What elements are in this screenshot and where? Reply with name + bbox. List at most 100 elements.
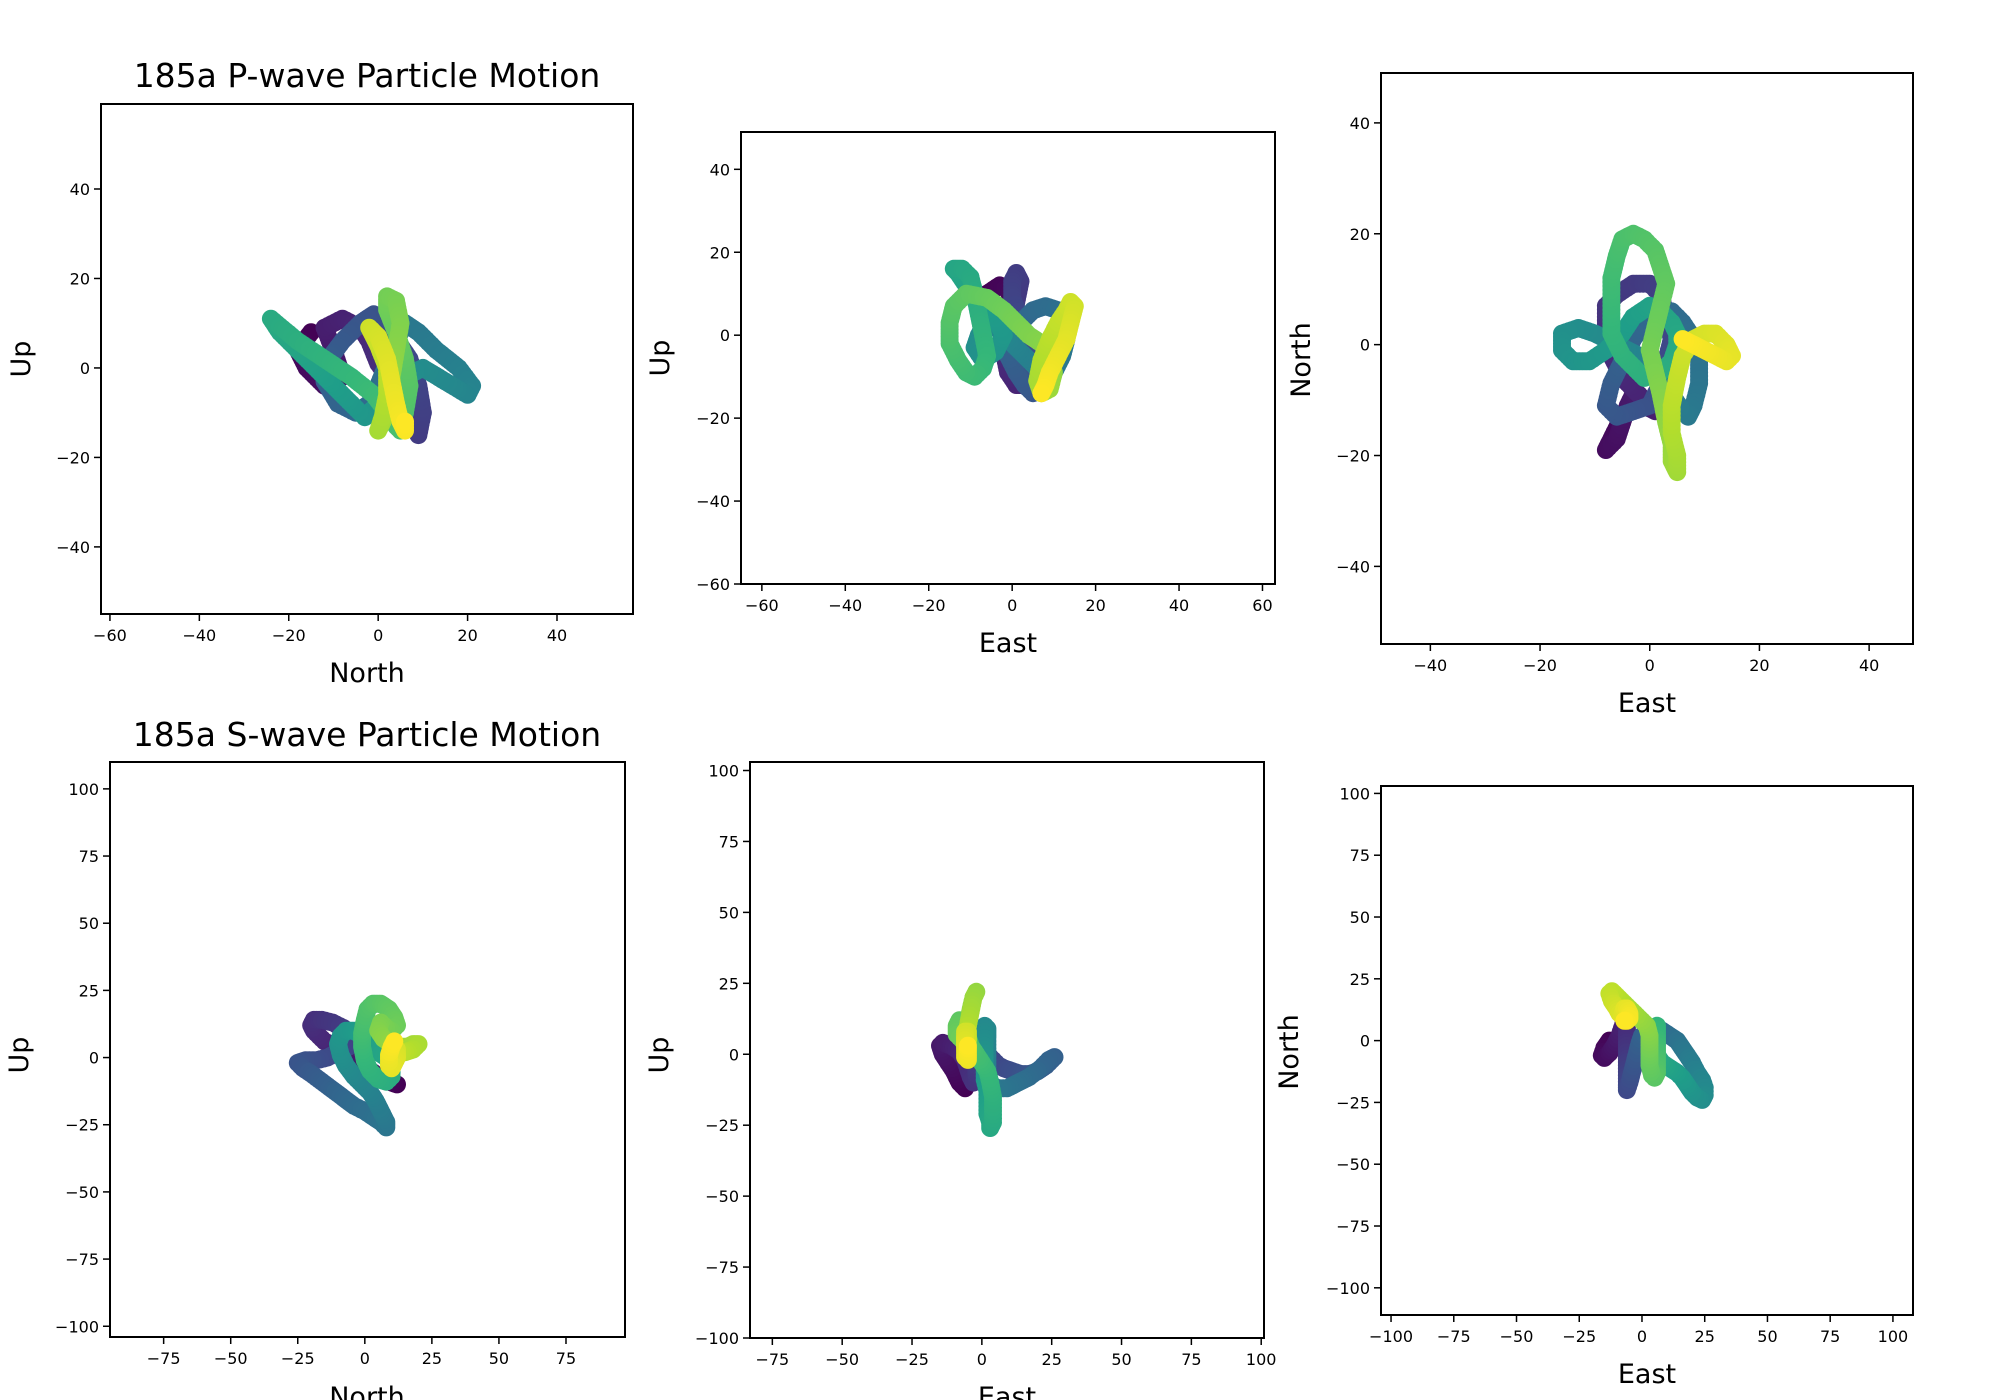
- y-tick-label: −75: [1336, 1217, 1370, 1236]
- x-axis-label: East: [979, 628, 1037, 659]
- x-tick-label: 100: [1246, 1350, 1277, 1369]
- y-tick-label: 25: [1350, 970, 1370, 989]
- points-layer: [1553, 224, 1741, 482]
- x-tick-label: −20: [272, 626, 306, 645]
- x-tick-label: 25: [422, 1349, 442, 1368]
- y-tick-label: 75: [719, 832, 739, 851]
- x-tick-label: 0: [1645, 656, 1655, 675]
- x-tick-label: 75: [1181, 1350, 1201, 1369]
- x-tick-label: −25: [1562, 1327, 1596, 1346]
- plot-frame: [1380, 72, 1914, 645]
- y-tick-label: −20: [1336, 447, 1370, 466]
- y-tick-label: 25: [79, 981, 99, 1000]
- axis-ticks: −60 −40 −20 0 20 40 −40 −20 0 20 40: [56, 180, 567, 645]
- x-tick-label: 0: [977, 1350, 987, 1369]
- x-tick-label: −75: [1437, 1327, 1471, 1346]
- x-tick-label: −20: [912, 596, 946, 615]
- x-tick-label: 40: [1859, 656, 1879, 675]
- y-tick-label: 0: [720, 326, 730, 345]
- axis-ticks: −75 −50 −25 0 25 50 75 −100 −75 −50 −25 0 25 50 75 100: [55, 780, 576, 1368]
- y-tick-label: 40: [710, 160, 730, 179]
- particle-point: [385, 1032, 404, 1051]
- points-layer: [288, 994, 428, 1137]
- x-tick-label: −40: [182, 626, 216, 645]
- axis-ticks: −75 −50 −25 0 25 50 75 100 −100 −75 −50 −25 0 25 50 75 1…: [695, 762, 1276, 1369]
- points-layer: [261, 287, 482, 445]
- x-tick-label: 0: [1637, 1327, 1647, 1346]
- x-tick-label: 50: [1111, 1350, 1131, 1369]
- y-tick-label: −25: [1336, 1093, 1370, 1112]
- x-tick-label: −100: [1369, 1327, 1413, 1346]
- plot-frame: [749, 761, 1265, 1339]
- particle-point: [1615, 1011, 1634, 1030]
- axis-ticks: −100 −75 −50 −25 0 25 50 75 100 −100 −75 −50 −25 0 25 5…: [1326, 784, 1908, 1346]
- x-tick-label: −75: [755, 1350, 789, 1369]
- x-tick-label: 50: [1757, 1327, 1777, 1346]
- plot-frame: [100, 103, 634, 615]
- y-tick-label: −50: [1336, 1155, 1370, 1174]
- x-tick-label: 20: [1749, 656, 1769, 675]
- particle-point: [958, 1036, 977, 1055]
- x-tick-label: −50: [825, 1350, 859, 1369]
- y-axis-label: Up: [644, 1037, 675, 1074]
- x-tick-label: −75: [147, 1349, 181, 1368]
- y-tick-label: −75: [65, 1250, 99, 1269]
- y-tick-label: −25: [65, 1116, 99, 1135]
- y-tick-label: 0: [80, 359, 90, 378]
- y-tick-label: 75: [1350, 846, 1370, 865]
- panel-p-north-up: −60 −40 −20 0 20 40 −40 −20 0 20 40 185a P-wave Pa…: [6, 56, 634, 689]
- y-tick-label: −100: [1326, 1279, 1370, 1298]
- x-axis-label: East: [1618, 1359, 1676, 1390]
- x-tick-label: −60: [745, 596, 779, 615]
- y-tick-label: −25: [705, 1116, 739, 1135]
- points-layer: [931, 982, 1064, 1137]
- y-tick-label: 100: [708, 762, 739, 781]
- x-tick-label: 60: [1252, 596, 1272, 615]
- x-tick-label: 25: [1042, 1350, 1062, 1369]
- y-tick-label: −75: [705, 1258, 739, 1277]
- y-tick-label: −50: [705, 1187, 739, 1206]
- x-axis-label: East: [1618, 688, 1676, 719]
- panel-s-north-up: −75 −50 −25 0 25 50 75−100−75−50−250255075100 …: [4, 715, 626, 1400]
- x-tick-label: 40: [547, 626, 567, 645]
- y-tick-label: 100: [1339, 784, 1370, 803]
- panel-p-east-north: −40 −20 0 20 40 −40 −20 0 20 40 East North: [1286, 72, 1914, 719]
- y-tick-label: 25: [719, 974, 739, 993]
- y-tick-label: 0: [1360, 1032, 1370, 1051]
- panel-p-east-up: −60 −40 −20 0 20 40 60 −60 −40 −20 0 20 40 East Up: [645, 131, 1276, 659]
- axis-ticks: −40 −20 0 20 40 −40 −20 0 20 40: [1336, 114, 1879, 675]
- x-tick-label: 75: [1820, 1327, 1840, 1346]
- x-axis-label: East: [978, 1382, 1036, 1400]
- y-tick-label: −100: [55, 1317, 99, 1336]
- y-tick-label: 0: [89, 1049, 99, 1068]
- y-tick-label: −60: [696, 575, 730, 594]
- x-tick-label: 50: [489, 1349, 509, 1368]
- y-tick-label: 40: [1350, 114, 1370, 133]
- x-tick-label: 20: [1085, 596, 1105, 615]
- y-tick-label: 75: [79, 847, 99, 866]
- axis-ticks: −60 −40 −20 0 20 40 60 −60 −40 −20 0 20 40: [696, 160, 1272, 615]
- y-axis-label: Up: [645, 340, 676, 377]
- panel-title: 185a P-wave Particle Motion: [134, 56, 601, 95]
- y-tick-label: 20: [710, 243, 730, 262]
- x-tick-label: 0: [1007, 596, 1017, 615]
- plot-frame: [740, 131, 1276, 585]
- particle-point: [1032, 384, 1051, 403]
- y-tick-label: 20: [70, 269, 90, 288]
- x-tick-label: −25: [281, 1349, 315, 1368]
- x-tick-label: −20: [1523, 656, 1557, 675]
- x-tick-label: 25: [1695, 1327, 1715, 1346]
- y-tick-label: −20: [56, 448, 90, 467]
- y-axis-label: North: [1286, 322, 1317, 398]
- particle-point: [1673, 330, 1692, 349]
- plot-frame: [1380, 785, 1914, 1316]
- y-tick-label: −40: [1336, 557, 1370, 576]
- x-axis-label: North: [329, 1382, 405, 1400]
- x-tick-label: 20: [457, 626, 477, 645]
- x-tick-label: −50: [1500, 1327, 1534, 1346]
- points-layer: [1592, 982, 1714, 1109]
- x-tick-label: 0: [360, 1349, 370, 1368]
- y-tick-label: 50: [79, 914, 99, 933]
- x-tick-label: 100: [1878, 1327, 1909, 1346]
